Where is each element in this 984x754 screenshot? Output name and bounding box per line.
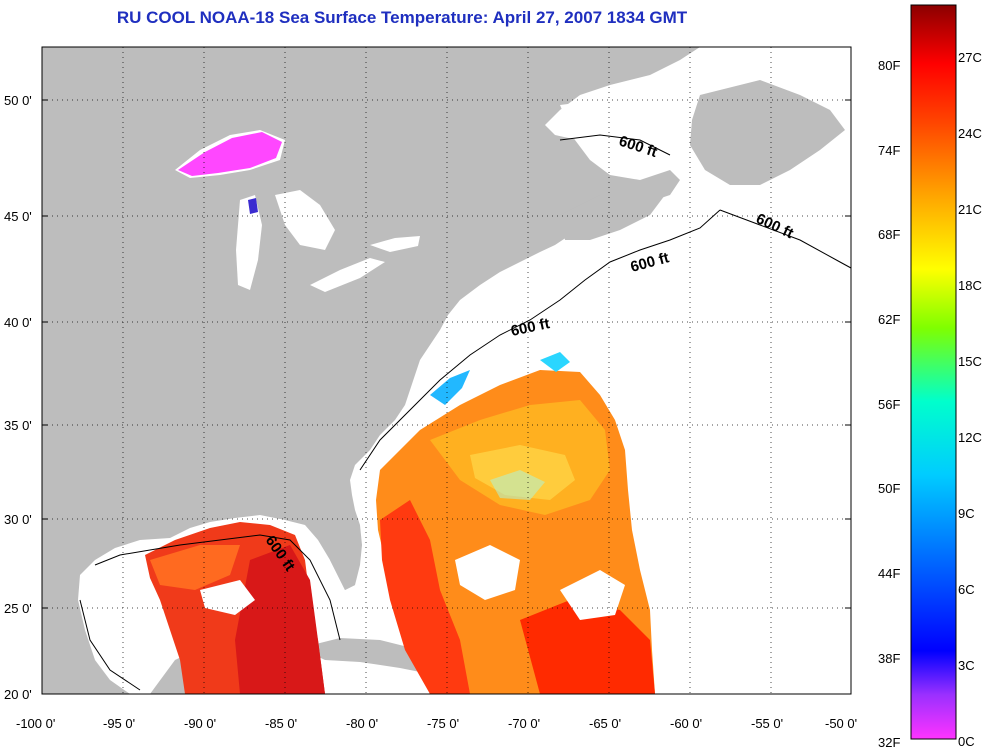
lat-label-35: 35 0' (4, 418, 32, 433)
lon-label-90: -90 0' (184, 716, 217, 731)
cb-c-0: 0C (958, 734, 975, 749)
cb-c-12: 12C (958, 430, 982, 445)
lon-label-80: -80 0' (346, 716, 379, 731)
lat-label-50: 50 0' (4, 93, 32, 108)
lon-label-85: -85 0' (265, 716, 298, 731)
cb-c-27: 27C (958, 50, 982, 65)
lake-michigan (236, 195, 262, 290)
map-title: RU COOL NOAA-18 Sea Surface Temperature:… (116, 8, 688, 27)
cb-c-18: 18C (958, 278, 982, 293)
cb-f-56: 56F (878, 397, 901, 412)
lat-label-40: 40 0' (4, 315, 32, 330)
cb-f-68: 68F (878, 227, 901, 242)
cb-c-6: 6C (958, 582, 975, 597)
cb-c-3: 3C (958, 658, 975, 673)
lat-label-45: 45 0' (4, 209, 32, 224)
cb-c-24: 24C (958, 126, 982, 141)
cb-c-15: 15C (958, 354, 982, 369)
lon-label-70: -70 0' (508, 716, 541, 731)
lon-label-55: -55 0' (751, 716, 784, 731)
lat-label-20: 20 0' (4, 687, 32, 702)
cb-f-50: 50F (878, 481, 901, 496)
lon-label-100: -100 0' (16, 716, 56, 731)
land-north-america (42, 47, 700, 694)
cb-c-9: 9C (958, 506, 975, 521)
cb-f-32: 32F (878, 735, 901, 750)
cb-c-21: 21C (958, 202, 982, 217)
lon-label-75: -75 0' (427, 716, 460, 731)
lake-erie (310, 258, 385, 292)
land-florida-keys (330, 560, 355, 590)
cb-f-62: 62F (878, 312, 901, 327)
lat-label-30: 30 0' (4, 512, 32, 527)
lon-label-95: -95 0' (103, 716, 136, 731)
lon-label-60: -60 0' (670, 716, 703, 731)
lake-ontario (370, 236, 420, 252)
cb-f-80: 80F (878, 58, 901, 73)
lon-label-50: -50 0' (825, 716, 858, 731)
land-nova-scotia (560, 185, 665, 240)
lon-label-65: -65 0' (589, 716, 622, 731)
cb-f-74: 74F (878, 143, 901, 158)
cb-f-38: 38F (878, 651, 901, 666)
lake-huron (275, 190, 335, 250)
land-newfoundland (690, 80, 845, 185)
lat-label-25: 25 0' (4, 601, 32, 616)
colorbar (910, 4, 957, 740)
cb-f-44: 44F (878, 566, 901, 581)
